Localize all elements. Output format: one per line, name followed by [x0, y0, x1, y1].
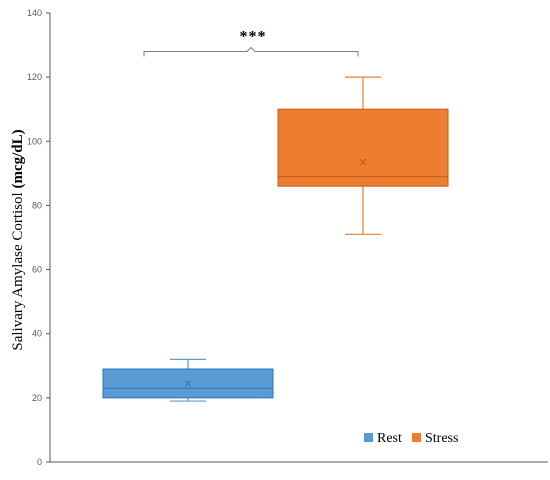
legend-label: Rest — [377, 431, 402, 446]
legend-label: Stress — [425, 431, 458, 446]
y-axis-label-text: Salivary Amylase Cortisol — [10, 189, 26, 351]
y-tick-label: 20 — [32, 393, 42, 403]
mean-marker — [359, 158, 367, 166]
y-tick-label: 60 — [32, 265, 42, 275]
boxes — [102, 76, 449, 402]
y-axis-label: Salivary Amylase Cortisol (mcg/dL) — [10, 129, 26, 350]
mean-marker-stroke-b — [359, 158, 367, 166]
y-tick-label: 100 — [27, 136, 42, 146]
iqr-box — [277, 108, 449, 187]
mean-marker-stroke-b — [184, 380, 192, 387]
legend-item-rest: Rest — [364, 431, 402, 446]
legend-item-stress: Stress — [412, 431, 458, 446]
y-tick-label: 40 — [32, 329, 42, 339]
legend-swatch — [412, 433, 421, 442]
axes — [49, 13, 548, 463]
legend-swatch — [364, 433, 373, 442]
box-rest — [102, 358, 274, 402]
y-tick-label: 120 — [27, 72, 42, 82]
mean-marker — [184, 380, 192, 387]
legend: Rest Stress — [364, 431, 458, 446]
y-tick-label: 0 — [37, 457, 42, 467]
y-axis-label-unit: (mcg/dL) — [10, 129, 26, 188]
significance-annotation: *** — [143, 28, 359, 57]
box-stress — [277, 76, 449, 235]
significance-label: *** — [240, 28, 267, 45]
significance-bracket — [143, 46, 359, 57]
y-tick-label: 140 — [27, 8, 42, 18]
y-tick-label: 80 — [32, 200, 42, 210]
y-axis-ticks: 0 20 40 60 80 100 120 140 — [27, 8, 50, 467]
